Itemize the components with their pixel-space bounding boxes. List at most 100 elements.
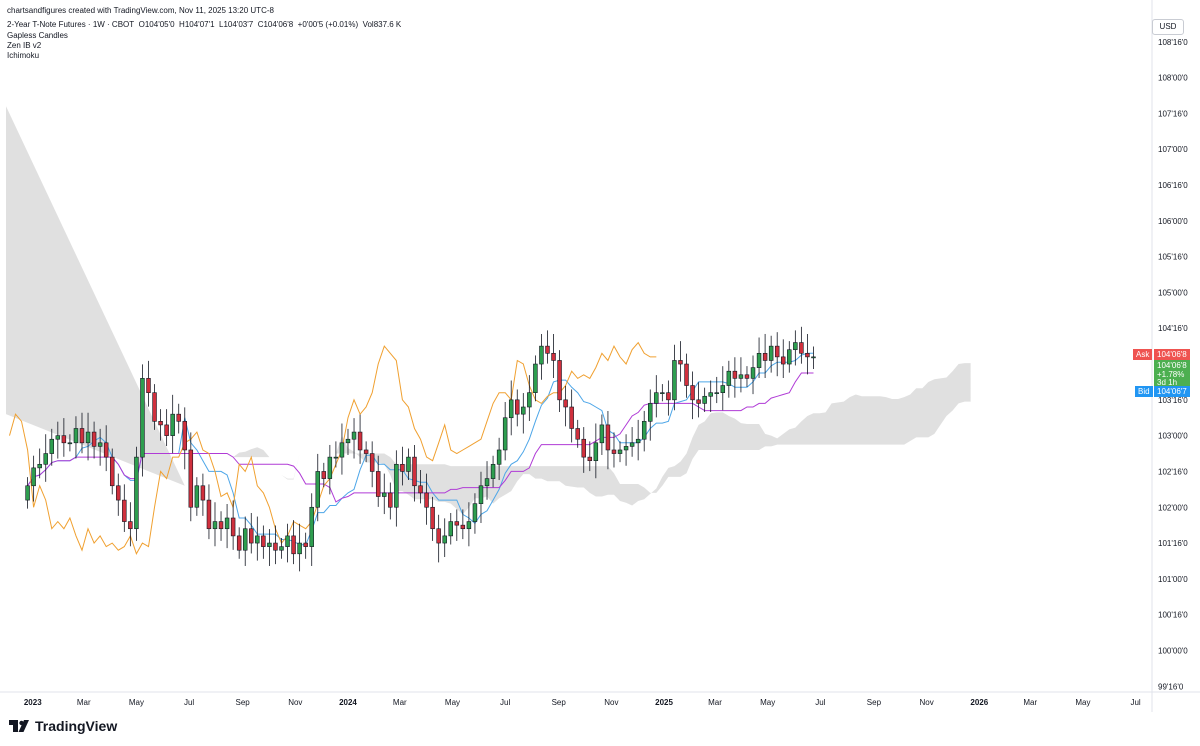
y-tick-label: 106'16'0	[1158, 181, 1188, 190]
candle-body	[508, 399, 514, 419]
candle	[67, 434, 73, 452]
candle-body	[714, 392, 719, 394]
candle	[648, 389, 653, 441]
candle	[424, 473, 429, 525]
candle-body	[666, 392, 671, 401]
candle	[557, 350, 562, 413]
candle-body	[85, 431, 91, 444]
candle	[97, 428, 103, 466]
candle-body	[762, 352, 768, 361]
candle-body	[242, 528, 248, 551]
candle	[490, 455, 496, 488]
candle-body	[61, 435, 67, 444]
candle-body	[279, 546, 284, 551]
ask-label: Ask	[1133, 349, 1153, 360]
candle	[382, 473, 387, 515]
candle-body	[25, 485, 30, 501]
candle-body	[660, 392, 665, 394]
candle	[273, 525, 278, 565]
candle-body	[702, 395, 707, 404]
candle-body	[774, 345, 780, 358]
candle-body	[170, 413, 175, 436]
candle	[206, 484, 212, 540]
candle	[73, 416, 79, 459]
y-tick-label: 99'16'0	[1158, 682, 1184, 691]
candle	[400, 446, 405, 486]
candle	[394, 450, 399, 527]
candle-body	[285, 535, 290, 547]
candle	[309, 493, 314, 566]
candle-body	[430, 506, 435, 530]
candle	[261, 525, 266, 559]
indicator-gapless[interactable]: Gapless Candles	[7, 31, 68, 40]
x-tick-label: Sep	[236, 698, 251, 707]
high-value: 104'07'1	[184, 20, 215, 29]
candle	[375, 455, 381, 507]
y-tick-label: 106'00'0	[1158, 217, 1188, 226]
x-tick-label: Mar	[393, 698, 407, 707]
x-tick-label: Sep	[552, 698, 567, 707]
x-tick-label: Nov	[919, 698, 933, 707]
y-tick-label: 107'16'0	[1158, 109, 1188, 118]
candle-body	[55, 435, 61, 440]
candle-body	[206, 499, 212, 530]
candle	[279, 538, 284, 559]
candle	[774, 332, 780, 377]
candle-body	[91, 431, 97, 447]
candle	[103, 425, 109, 472]
symbol-line: 2-Year T-Note Futures · 1W · CBOT O104'0…	[7, 20, 402, 29]
candle	[720, 366, 726, 411]
candle-body	[273, 542, 278, 551]
bid-price: 104'06'7	[1154, 386, 1190, 397]
candle	[533, 355, 538, 402]
candle-body	[218, 521, 224, 530]
x-tick-label: Mar	[708, 698, 722, 707]
axes: 108'16'0 108'00'0 107'16'0 107'00'0 106'16'0…	[0, 0, 1200, 712]
candle	[194, 477, 200, 516]
x-tick-label: Jul	[1130, 698, 1140, 707]
candle	[43, 434, 48, 482]
currency-button[interactable]: USD	[1152, 19, 1184, 35]
candle	[418, 470, 423, 504]
candle-body	[345, 438, 351, 444]
candle	[224, 504, 230, 549]
candle-body	[146, 378, 151, 393]
symbol: 2-Year T-Note Futures · 1W · CBOT	[7, 20, 135, 29]
x-tick-label: Jul	[815, 698, 825, 707]
candle	[303, 532, 308, 559]
candle-body	[67, 442, 73, 445]
indicator-ichimoku[interactable]: Ichimoku	[7, 51, 40, 60]
candle	[654, 375, 659, 418]
candle	[672, 344, 677, 411]
candle-body	[472, 503, 478, 522]
candle-body	[303, 542, 308, 547]
candle	[617, 441, 623, 463]
candle-body	[128, 521, 133, 530]
x-tick-label: May	[1075, 698, 1090, 707]
candle	[430, 496, 435, 541]
candle-body	[97, 442, 103, 447]
candle	[388, 482, 393, 520]
candle	[666, 380, 671, 416]
candle	[79, 412, 85, 454]
x-tick-label: Nov	[604, 698, 618, 707]
tradingview-logo[interactable]: TradingView	[8, 718, 117, 734]
candle-body	[388, 492, 393, 508]
candle	[242, 516, 248, 566]
candle-body	[212, 521, 218, 530]
x-tick-label: Jul	[500, 698, 510, 707]
x-tick-label: Jul	[184, 698, 194, 707]
y-tick-label: 105'16'0	[1158, 253, 1188, 262]
candle	[811, 346, 816, 370]
candle	[581, 427, 586, 473]
candle-body	[756, 352, 762, 368]
candle	[122, 484, 127, 532]
candle-body	[442, 535, 447, 544]
y-tick-label: 107'00'0	[1158, 145, 1188, 154]
indicator-zen[interactable]: Zen IB v2	[7, 41, 42, 50]
candle-body	[224, 517, 230, 530]
candle	[635, 419, 641, 461]
candle-body	[382, 492, 387, 497]
candle-body	[484, 478, 490, 487]
